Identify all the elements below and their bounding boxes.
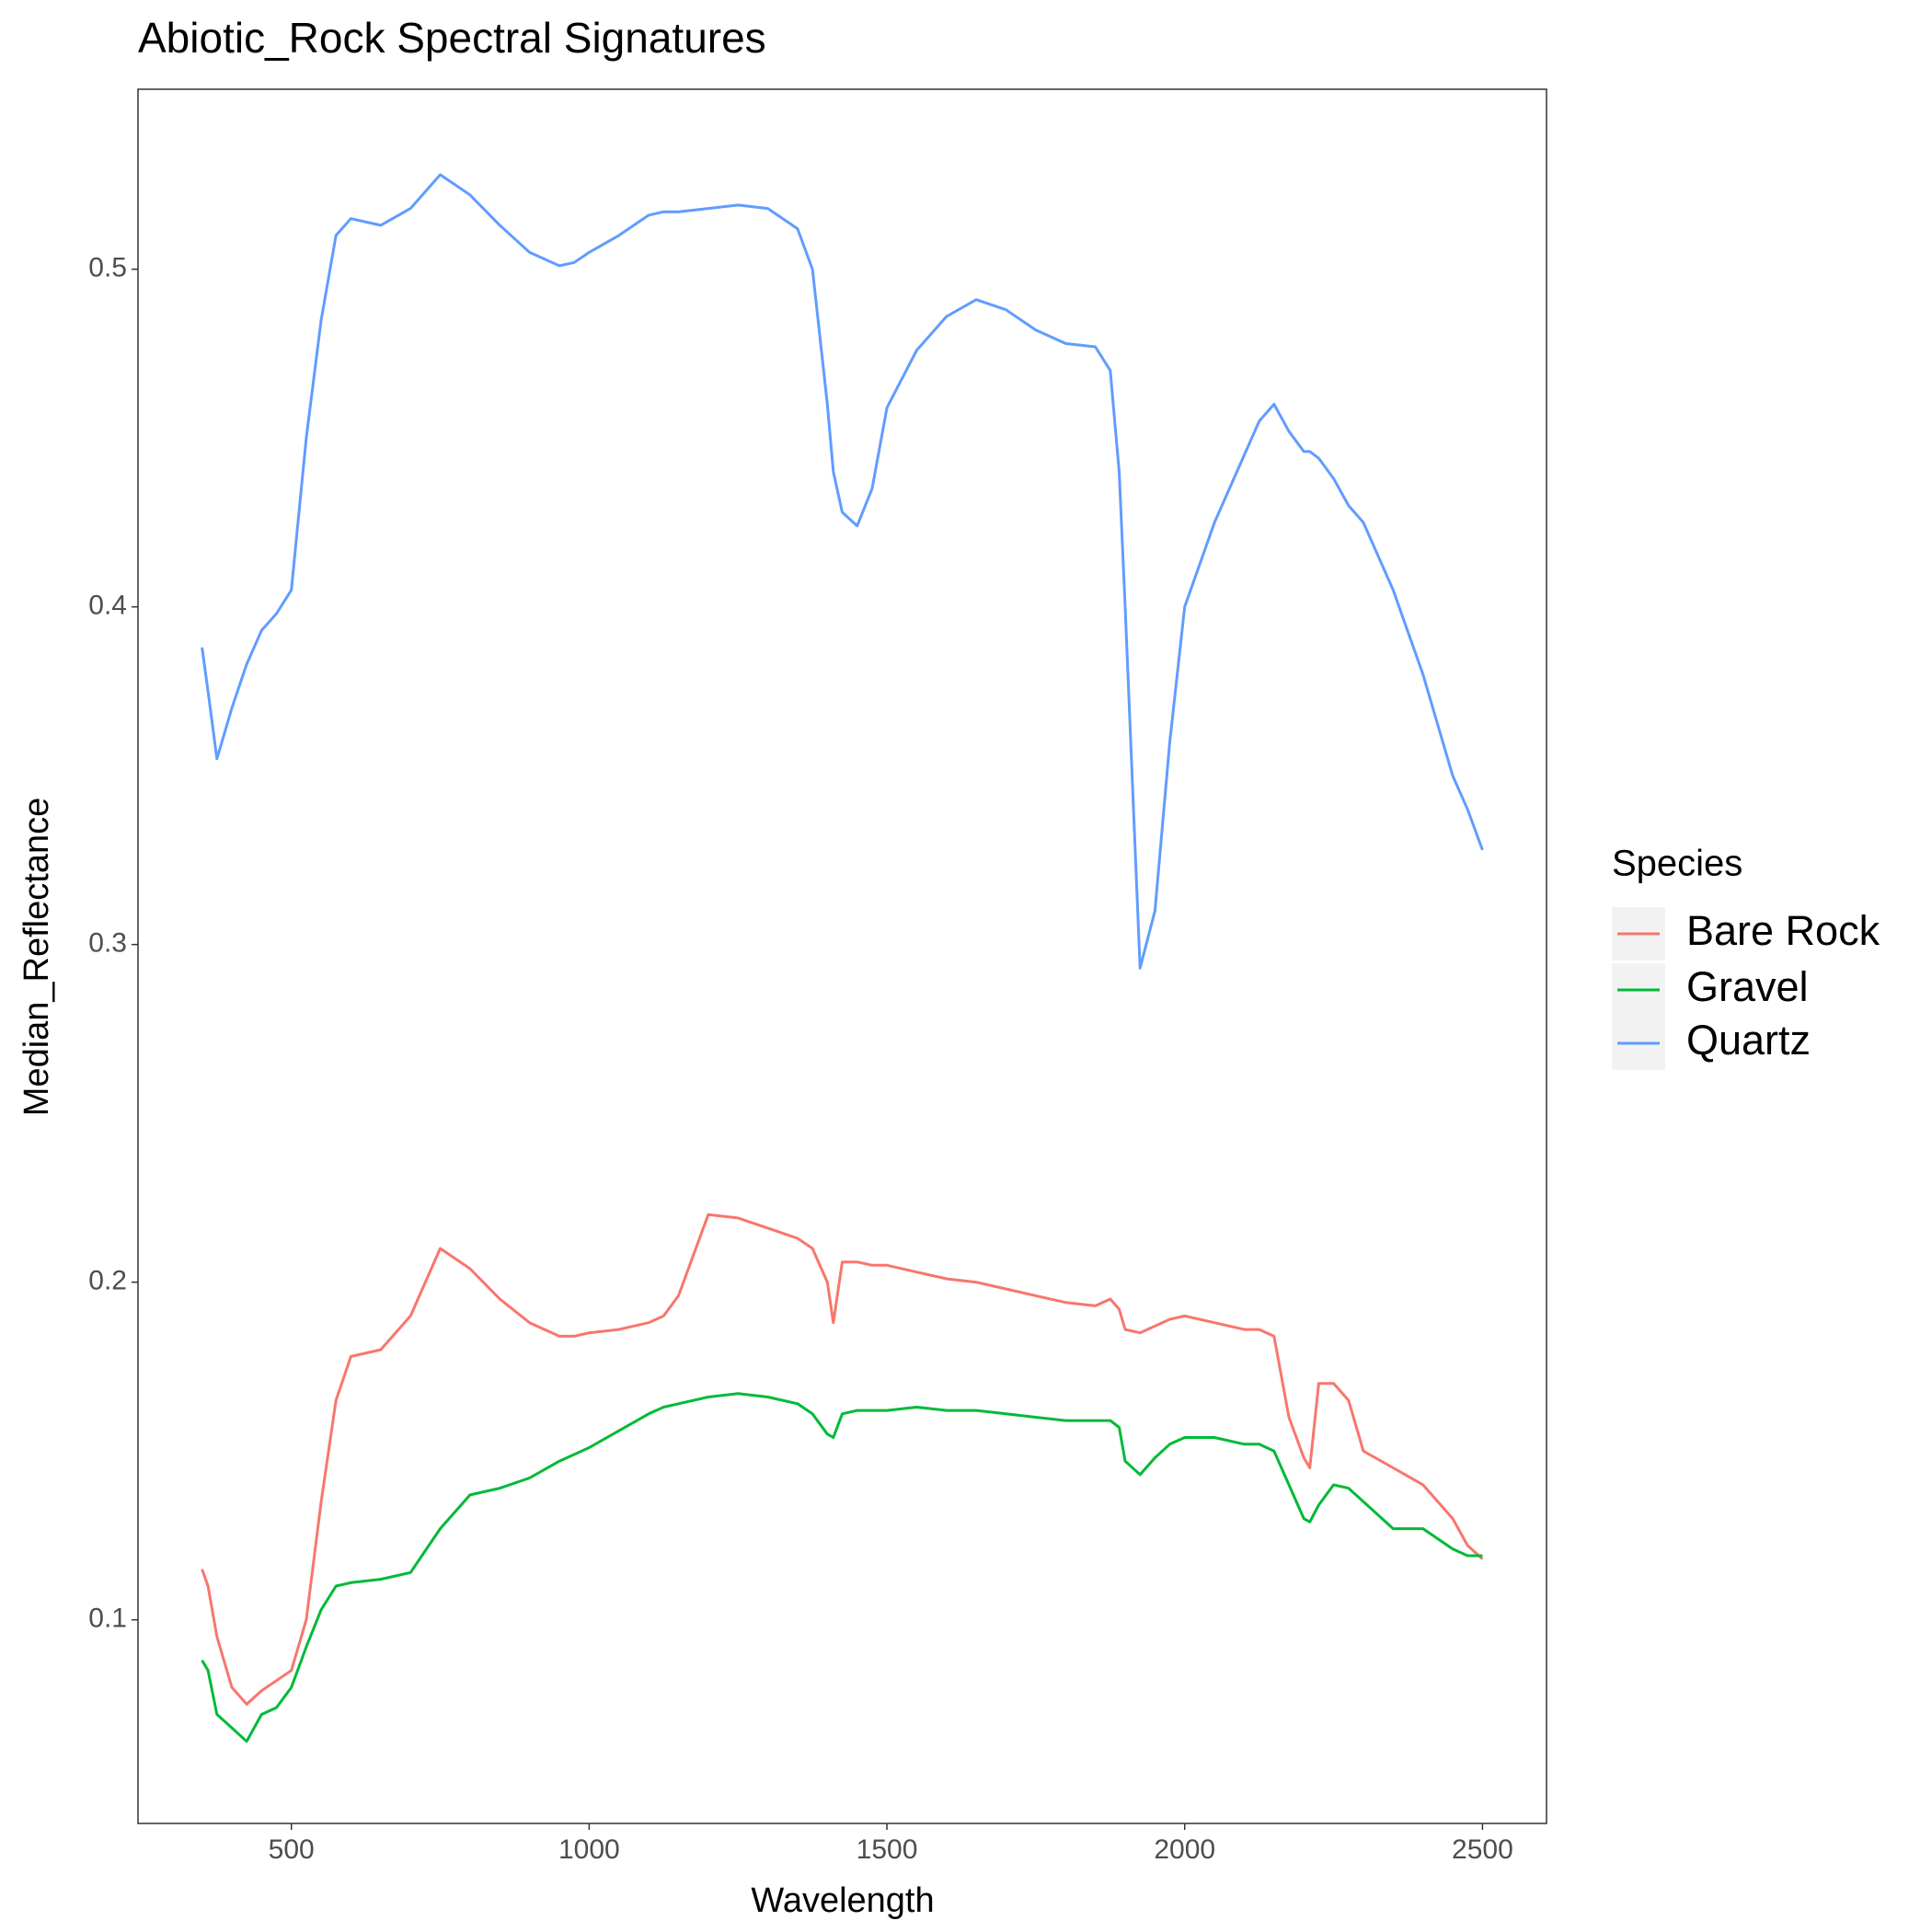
plot-panel	[138, 89, 1547, 1823]
legend-title: Species	[1612, 844, 1742, 884]
x-tick-label: 2000	[1154, 1834, 1215, 1865]
y-tick-label: 0.5	[88, 253, 127, 283]
y-tick-label: 0.3	[88, 928, 127, 959]
x-tick-label: 1000	[558, 1834, 620, 1865]
panel-border	[137, 88, 1547, 1824]
data-line	[201, 1213, 1484, 1706]
legend-label: Quartz	[1686, 1017, 1811, 1064]
y-tick-label: 0.1	[88, 1604, 127, 1634]
chart-title: Abiotic_Rock Spectral Signatures	[138, 14, 766, 62]
data-line	[201, 1392, 1483, 1743]
x-tick-label: 2500	[1452, 1834, 1513, 1865]
data-line	[201, 173, 1484, 970]
legend-label: Bare Rock	[1686, 907, 1880, 954]
x-tick-label: 1500	[857, 1834, 918, 1865]
legend-label: Gravel	[1686, 963, 1809, 1010]
x-tick-label: 500	[269, 1834, 315, 1865]
y-axis-title: Median_Reflectance	[17, 798, 56, 1116]
y-tick-label: 0.2	[88, 1266, 127, 1296]
x-axis-title: Wavelength	[751, 1881, 934, 1920]
y-tick-label: 0.4	[88, 591, 127, 621]
